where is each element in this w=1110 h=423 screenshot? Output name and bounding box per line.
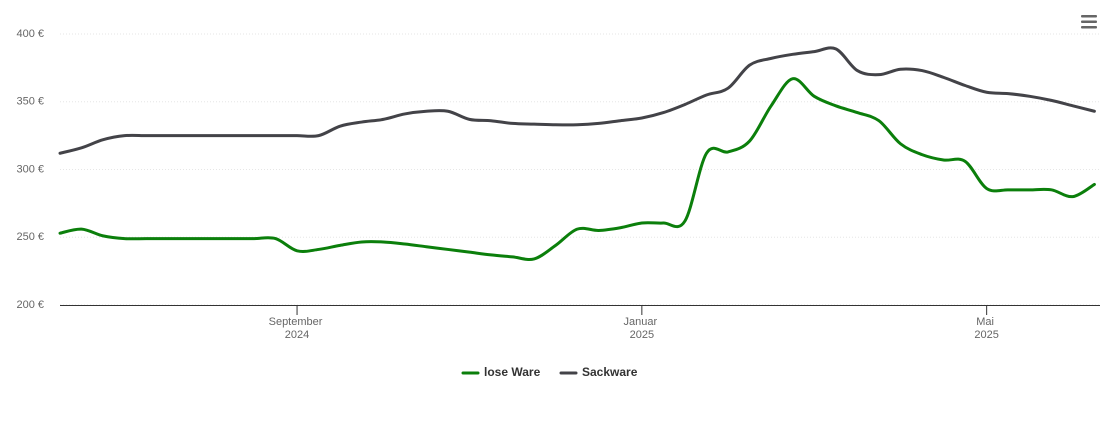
legend-text: Sackware [582,365,638,379]
x-tick-label: Mai 2025 [974,316,998,341]
menu-bar [1081,26,1097,29]
y-tick-label: 400 € [16,28,44,40]
line [58,77,1096,262]
x-tick-label: Januar 2025 [623,316,660,341]
x-tick-label-line: Januar [623,316,660,328]
x-tick-label-line: 2025 [974,329,998,341]
menu-bar [1081,20,1097,23]
y-tick-label: 200 € [16,299,44,311]
menu-button[interactable] [1078,12,1100,32]
line [58,46,1096,155]
y-tick-label: 350 € [16,96,44,108]
x-tick-label-line: Mai [976,316,997,328]
y-tick-label: 250 € [16,231,44,243]
x-tick-label-line: September [269,316,326,328]
x-tick-label-line: 2025 [630,329,654,341]
x-tick-label: September 2024 [269,316,326,341]
x-tick-label-line: 2024 [285,329,309,341]
legend-text: lose Ware [484,365,541,379]
menu-bar [1081,15,1097,18]
y-tick-label: 300 € [16,163,44,175]
